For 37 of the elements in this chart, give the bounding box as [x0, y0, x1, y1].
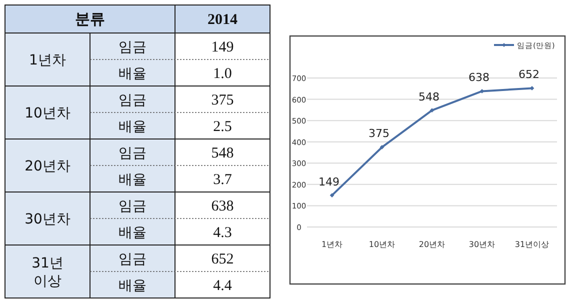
text: 배율 — [118, 224, 146, 241]
category-label: 30년차 — [24, 212, 70, 228]
data-label: 4.4 — [213, 278, 232, 294]
text: 임금 — [118, 92, 146, 108]
data-label: 638 — [211, 198, 234, 214]
text: 배율 — [118, 118, 146, 135]
text: 분류 — [75, 10, 105, 28]
data-label: 638 — [468, 71, 490, 84]
text: 임금 — [118, 251, 146, 268]
text: 배율 — [118, 66, 146, 82]
data-label: 149 — [318, 175, 340, 188]
text: 임금 — [118, 39, 146, 56]
category-label: 31년 이상 — [32, 256, 64, 290]
data-label: 3.7 — [213, 172, 232, 188]
x-tick-label: 10년차 — [368, 240, 396, 249]
x-tick-label: 31년이상 — [514, 240, 550, 249]
category-label: 10년차 — [24, 106, 70, 122]
data-label: 149 — [211, 39, 234, 56]
data-label: 2.5 — [213, 118, 232, 135]
data-label: 1.0 — [213, 66, 232, 82]
category-label: 20년차 — [24, 158, 70, 174]
x-tick-label: 1년차 — [321, 240, 343, 249]
data-label: 652 — [211, 251, 234, 268]
data-label: 375 — [368, 127, 390, 140]
data-label: 548 — [418, 90, 440, 104]
x-tick-label: 20년차 — [418, 240, 446, 249]
text: 임금 — [118, 145, 146, 162]
x-tick-label: 30년차 — [468, 240, 496, 249]
text: 임금 — [118, 198, 146, 214]
data-label: 375 — [211, 92, 234, 108]
text: 2014 — [208, 12, 238, 28]
data-label: 4.3 — [213, 224, 232, 241]
text: 배율 — [118, 172, 146, 188]
data-label: 652 — [518, 68, 540, 82]
text: 배율 — [118, 278, 146, 294]
data-label: 548 — [211, 145, 234, 162]
category-label: 1년차 — [29, 52, 66, 68]
